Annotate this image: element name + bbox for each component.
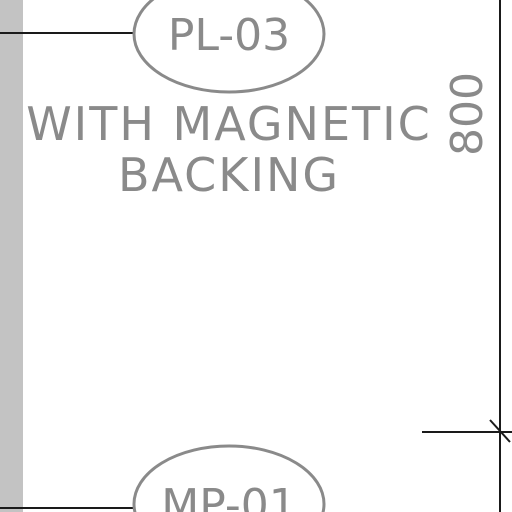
note-line-1: WITH MAGNETIC	[26, 97, 432, 151]
tag-bubble-bottom	[132, 444, 326, 512]
note-line-2: BACKING	[118, 148, 340, 202]
dimension-value: 800	[442, 72, 493, 156]
tag-bubble-top	[132, 0, 326, 94]
tag-label-bottom: MP-01	[161, 480, 296, 512]
wall-section	[0, 0, 23, 512]
tag-label-top: PL-03	[168, 10, 290, 61]
dimension-tick	[489, 419, 511, 443]
